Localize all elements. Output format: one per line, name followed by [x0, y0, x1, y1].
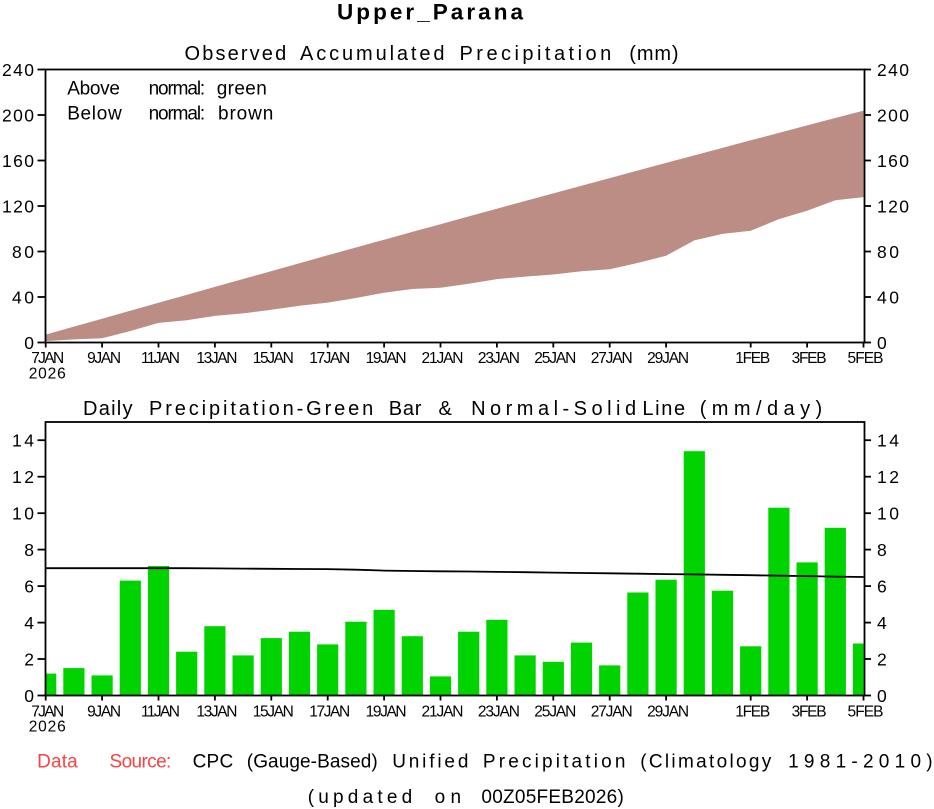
svg-text:2: 2 [24, 650, 34, 670]
svg-text:13JAN: 13JAN [196, 704, 237, 721]
svg-text:8: 8 [24, 540, 34, 560]
svg-text:120: 120 [877, 197, 909, 217]
svg-text:19JAN: 19JAN [366, 350, 407, 367]
svg-text:15JAN: 15JAN [253, 350, 294, 367]
svg-text:240: 240 [877, 60, 909, 80]
svg-text:120: 120 [2, 197, 34, 217]
svg-text:Observed: Observed [185, 43, 287, 65]
svg-text:green: green [217, 79, 267, 100]
svg-text:Data: Data [37, 752, 78, 773]
svg-text:19JAN: 19JAN [366, 704, 407, 721]
svg-text:Accumulated: Accumulated [300, 43, 445, 65]
svg-text:27JAN: 27JAN [591, 704, 633, 721]
svg-text:25JAN: 25JAN [534, 350, 576, 367]
svg-text:200: 200 [877, 106, 909, 126]
svg-text:normal:: normal: [149, 79, 206, 100]
svg-text:11JAN: 11JAN [141, 350, 180, 367]
svg-text:21JAN: 21JAN [422, 350, 464, 367]
svg-text:00Z05FEB2026): 00Z05FEB2026) [481, 787, 623, 808]
svg-text:0: 0 [877, 333, 887, 353]
svg-text:6: 6 [877, 577, 887, 597]
svg-text:Below: Below [67, 104, 122, 125]
svg-text:9JAN: 9JAN [87, 704, 121, 721]
svg-text:CPC: CPC [193, 752, 234, 773]
svg-text:17JAN: 17JAN [309, 704, 350, 721]
svg-text:17JAN: 17JAN [309, 350, 350, 367]
svg-text:29JAN: 29JAN [647, 350, 689, 367]
svg-text:23JAN: 23JAN [478, 704, 520, 721]
svg-text:5FEB: 5FEB [848, 350, 884, 367]
svg-text:160: 160 [2, 151, 34, 171]
svg-text:5FEB: 5FEB [848, 704, 884, 721]
svg-text:7JAN: 7JAN [31, 350, 64, 367]
svg-text:(mm/day): (mm/day) [700, 398, 823, 420]
svg-text:9JAN: 9JAN [87, 350, 121, 367]
svg-text:0: 0 [24, 333, 34, 353]
svg-text:2: 2 [877, 650, 887, 670]
svg-text:0: 0 [24, 686, 34, 706]
svg-text:(Climatology: (Climatology [640, 752, 772, 773]
svg-text:25JAN: 25JAN [534, 704, 576, 721]
svg-text:2026: 2026 [29, 719, 66, 736]
svg-text:7JAN: 7JAN [31, 704, 64, 721]
svg-text:Unified: Unified [392, 752, 468, 773]
svg-text:brown: brown [218, 104, 273, 125]
svg-text:Line: Line [642, 398, 685, 420]
svg-text:8: 8 [877, 540, 887, 560]
svg-text:Bar: Bar [389, 398, 422, 420]
svg-text:23JAN: 23JAN [478, 350, 520, 367]
svg-text:27JAN: 27JAN [591, 350, 633, 367]
svg-text:4: 4 [24, 613, 34, 633]
svg-text:3FEB: 3FEB [792, 350, 827, 367]
svg-text:normal:: normal: [149, 104, 206, 125]
svg-text:11JAN: 11JAN [141, 704, 180, 721]
svg-text:200: 200 [2, 106, 34, 126]
svg-text:160: 160 [877, 151, 909, 171]
svg-text:29JAN: 29JAN [647, 704, 689, 721]
svg-text:(Gauge-Based): (Gauge-Based) [247, 752, 378, 773]
svg-text:(mm): (mm) [629, 43, 678, 65]
svg-text:&: & [439, 398, 453, 420]
svg-text:1FEB: 1FEB [735, 704, 770, 721]
svg-text:Normal-Solid: Normal-Solid [471, 398, 636, 420]
svg-text:6: 6 [24, 577, 34, 597]
svg-text:1FEB: 1FEB [735, 350, 770, 367]
svg-text:240: 240 [2, 60, 34, 80]
svg-text:0: 0 [877, 686, 887, 706]
svg-text:2026: 2026 [29, 366, 66, 383]
svg-text:21JAN: 21JAN [422, 704, 464, 721]
svg-text:Precipitation-Green: Precipitation-Green [149, 398, 373, 420]
svg-text:Above: Above [67, 79, 120, 100]
svg-text:Source:: Source: [110, 752, 172, 773]
svg-text:Daily: Daily [83, 398, 133, 420]
svg-text:15JAN: 15JAN [253, 704, 294, 721]
svg-text:3FEB: 3FEB [792, 704, 827, 721]
svg-text:13JAN: 13JAN [196, 350, 237, 367]
svg-text:4: 4 [877, 613, 887, 633]
